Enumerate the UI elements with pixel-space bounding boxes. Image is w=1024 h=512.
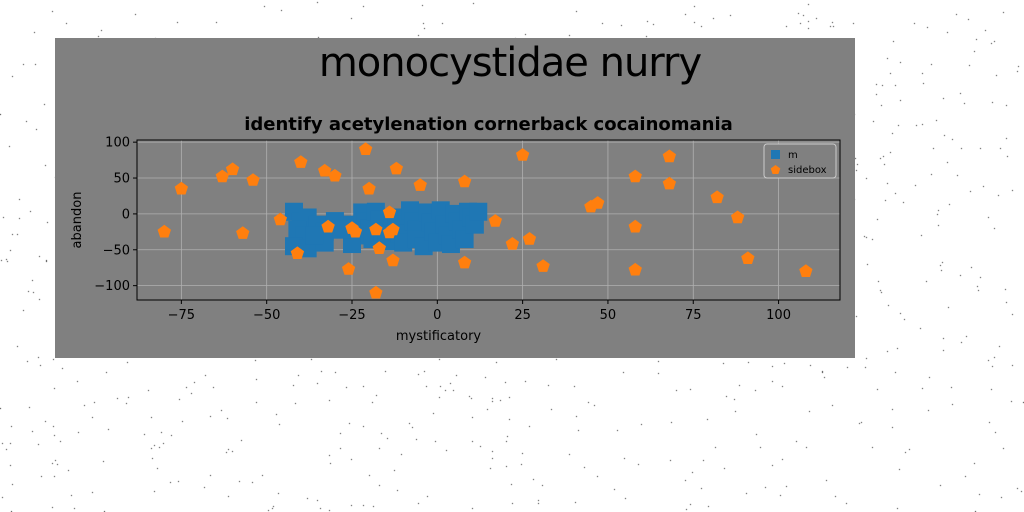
sidebox-point bbox=[458, 255, 472, 269]
sidebox-point bbox=[372, 241, 386, 254]
sidebox-point bbox=[369, 222, 383, 236]
sidebox-point bbox=[369, 285, 383, 299]
legend-m-marker bbox=[771, 150, 780, 159]
m-point bbox=[332, 220, 351, 239]
m-point bbox=[305, 226, 324, 245]
x-axis-label: mystificatory bbox=[396, 329, 482, 344]
plot-area bbox=[137, 140, 840, 300]
legend-label: sidebox bbox=[788, 165, 827, 176]
sidebox-point bbox=[341, 262, 356, 275]
sidebox-point bbox=[628, 262, 642, 276]
legend: m sidebox bbox=[763, 143, 837, 179]
m-point bbox=[431, 201, 450, 220]
sidebox-point bbox=[362, 181, 376, 195]
sidebox-point bbox=[516, 148, 530, 161]
sidebox-point bbox=[662, 176, 676, 190]
y-tick-label: −100 bbox=[94, 279, 130, 294]
legend-label: m bbox=[788, 150, 798, 161]
sidebox-point bbox=[157, 224, 171, 238]
chart-title: identify acetylenation cornerback cocain… bbox=[244, 114, 733, 135]
sidebox-point bbox=[662, 149, 676, 163]
y-tick-label: 0 bbox=[122, 207, 130, 222]
x-tick-label: 0 bbox=[433, 308, 441, 323]
legend-sidebox-marker bbox=[770, 165, 781, 174]
x-tick-label: 100 bbox=[766, 308, 791, 323]
y-axis-label: abandon bbox=[70, 192, 85, 249]
data-points bbox=[157, 142, 813, 299]
m-point bbox=[394, 233, 413, 252]
m-point bbox=[469, 202, 488, 221]
sidebox-point bbox=[628, 219, 642, 233]
plot-frame bbox=[136, 139, 841, 301]
x-tick-label: 75 bbox=[685, 308, 702, 323]
y-tick-label: 50 bbox=[113, 172, 130, 187]
sidebox-point bbox=[236, 226, 250, 239]
sidebox-point bbox=[273, 212, 287, 226]
sidebox-point bbox=[290, 246, 305, 259]
sidebox-point bbox=[591, 196, 605, 209]
sidebox-point bbox=[215, 169, 229, 183]
sidebox-point bbox=[174, 181, 188, 195]
sidebox-point bbox=[741, 251, 755, 264]
x-tick-label: 25 bbox=[514, 308, 531, 323]
legend-box bbox=[763, 143, 837, 179]
sidebox-point bbox=[386, 253, 400, 267]
sidebox-point bbox=[225, 162, 240, 176]
sidebox-point bbox=[536, 259, 550, 272]
x-tick-label: 50 bbox=[600, 308, 617, 323]
sidebox-point bbox=[318, 163, 332, 177]
sidebox-point bbox=[389, 161, 403, 175]
sidebox-point bbox=[348, 224, 363, 238]
sidebox-point bbox=[505, 237, 519, 250]
figure-title: monocystidae nurry bbox=[318, 40, 702, 86]
y-tick-label: −50 bbox=[103, 243, 130, 258]
x-tick-label: −25 bbox=[338, 308, 365, 323]
sidebox-point bbox=[458, 174, 472, 188]
y-tick-label: 100 bbox=[105, 136, 130, 151]
sidebox-point bbox=[246, 173, 260, 186]
figure-panel: monocystidae nurry −75 −50 −25 0 25 50 75 100 −1… bbox=[55, 38, 855, 358]
sidebox-point bbox=[321, 219, 335, 233]
sidebox-point bbox=[382, 205, 397, 219]
x-tick-label: −50 bbox=[253, 308, 280, 323]
sidebox-point bbox=[799, 264, 813, 277]
m-point bbox=[342, 235, 361, 254]
m-point bbox=[414, 237, 433, 256]
m-point bbox=[455, 230, 474, 249]
axis-ticks: −75 −50 −25 0 25 50 75 100 −100 −50 0 50 100 bbox=[94, 136, 791, 323]
sidebox-point bbox=[522, 232, 537, 245]
sidebox-point bbox=[413, 178, 427, 191]
m-point bbox=[441, 235, 460, 254]
sidebox-point bbox=[488, 214, 502, 227]
scatter-chart: −75 −50 −25 0 25 50 75 100 −100 −50 0 50 100 identif… bbox=[70, 114, 841, 344]
sidebox-point bbox=[359, 142, 373, 155]
sidebox-point bbox=[386, 222, 400, 236]
sidebox-point bbox=[731, 210, 745, 224]
sidebox-point bbox=[294, 155, 308, 168]
sidebox-point bbox=[710, 190, 724, 204]
x-tick-label: −75 bbox=[168, 308, 195, 323]
sidebox-point bbox=[328, 168, 342, 182]
sidebox-point bbox=[628, 169, 642, 183]
